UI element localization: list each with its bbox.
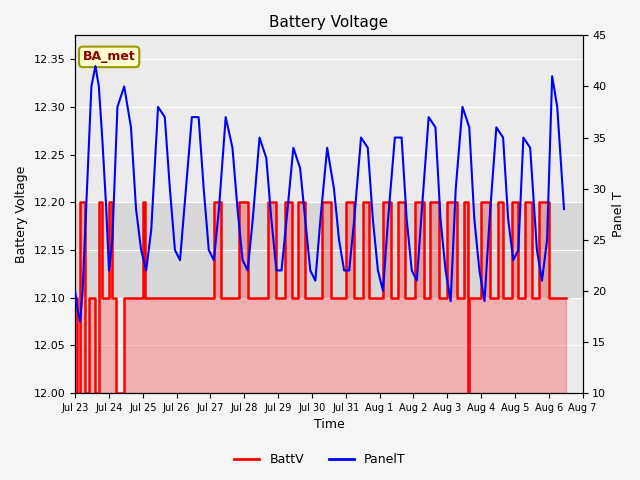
X-axis label: Time: Time bbox=[314, 419, 344, 432]
Title: Battery Voltage: Battery Voltage bbox=[269, 15, 388, 30]
Y-axis label: Battery Voltage: Battery Voltage bbox=[15, 166, 28, 263]
Legend: BattV, PanelT: BattV, PanelT bbox=[229, 448, 411, 471]
Y-axis label: Panel T: Panel T bbox=[612, 192, 625, 237]
Bar bbox=[75, 202, 582, 298]
Text: BA_met: BA_met bbox=[83, 50, 136, 63]
